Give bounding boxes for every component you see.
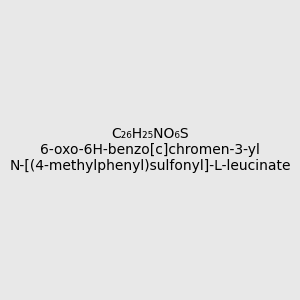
- Text: C₂₆H₂₅NO₆S
6-oxo-6H-benzo[c]chromen-3-yl
N-[(4-methylphenyl)sulfonyl]-L-leucinat: C₂₆H₂₅NO₆S 6-oxo-6H-benzo[c]chromen-3-yl…: [9, 127, 291, 173]
